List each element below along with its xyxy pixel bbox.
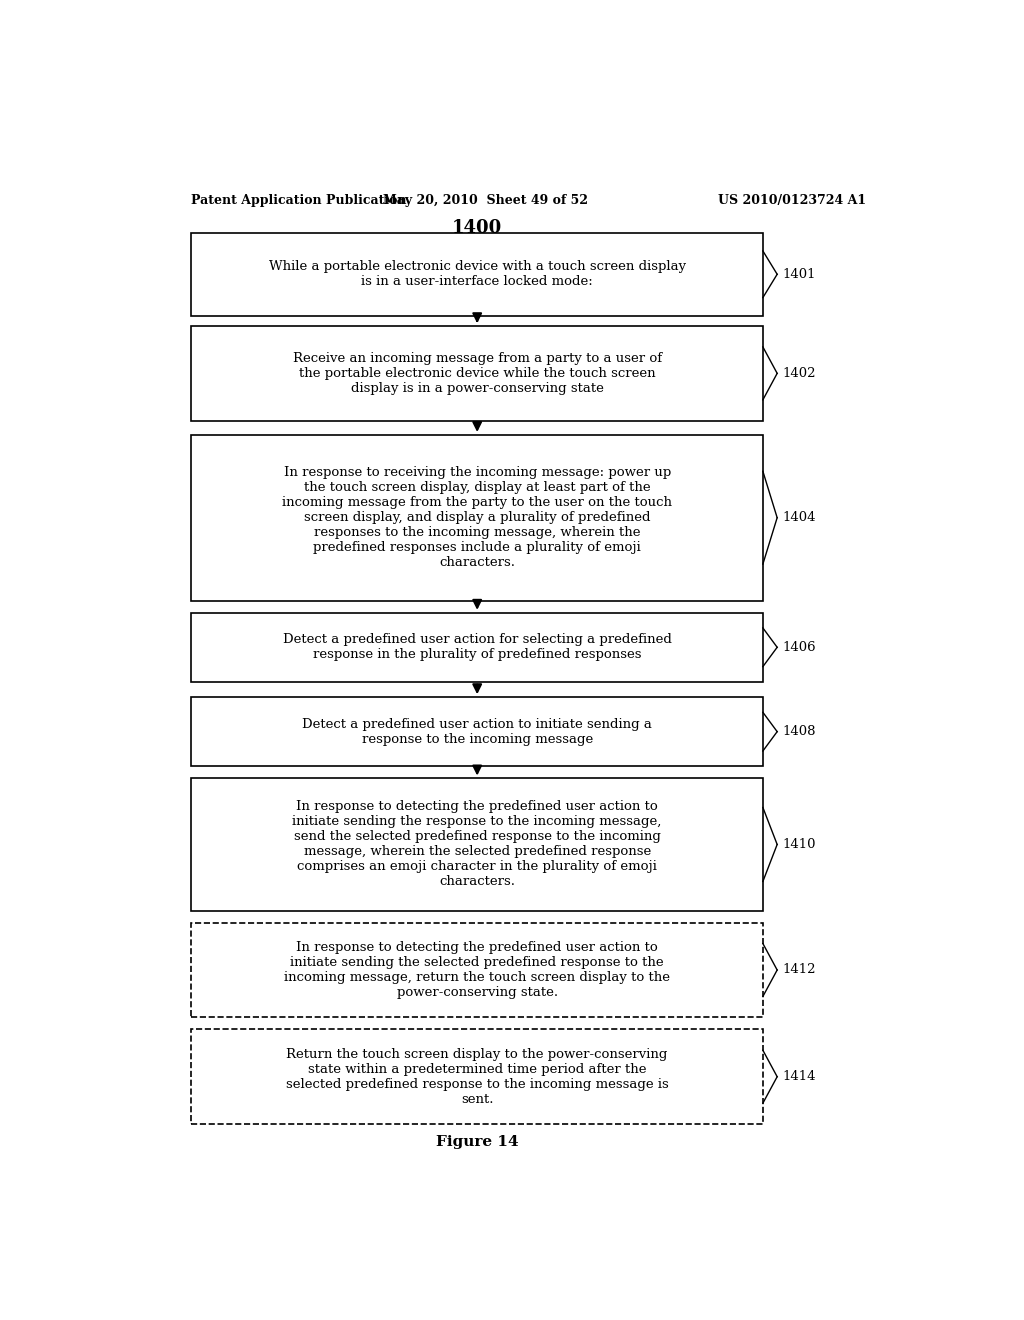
Bar (191, 923, 763, 1018)
Text: Detect a predefined user action to initiate sending a
response to the incoming m: Detect a predefined user action to initi… (302, 718, 652, 746)
Text: Return the touch screen display to the power-conserving
state within a predeterm: Return the touch screen display to the p… (286, 1048, 669, 1106)
Bar (191, 232, 763, 315)
Text: 1410: 1410 (782, 838, 816, 851)
Text: 1406: 1406 (782, 640, 816, 653)
Bar (191, 1030, 763, 1125)
Text: 1408: 1408 (782, 725, 816, 738)
Text: 1414: 1414 (782, 1071, 816, 1084)
Text: Receive an incoming message from a party to a user of
the portable electronic de: Receive an incoming message from a party… (293, 352, 662, 395)
Text: Figure 14: Figure 14 (436, 1135, 518, 1150)
Bar (191, 779, 763, 911)
Text: 1401: 1401 (782, 268, 816, 281)
Bar (191, 326, 763, 421)
Text: 1402: 1402 (782, 367, 816, 380)
Text: 1400: 1400 (452, 219, 503, 238)
Bar (191, 612, 763, 682)
Text: Patent Application Publication: Patent Application Publication (191, 194, 407, 207)
Text: In response to detecting the predefined user action to
initiate sending the resp: In response to detecting the predefined … (293, 800, 662, 888)
Text: 1404: 1404 (782, 511, 816, 524)
Text: In response to receiving the incoming message: power up
the touch screen display: In response to receiving the incoming me… (283, 466, 672, 569)
Bar (191, 697, 763, 766)
Text: 1412: 1412 (782, 964, 816, 977)
Text: May 20, 2010  Sheet 49 of 52: May 20, 2010 Sheet 49 of 52 (383, 194, 588, 207)
Bar (191, 434, 763, 601)
Text: In response to detecting the predefined user action to
initiate sending the sele: In response to detecting the predefined … (285, 941, 670, 999)
Text: US 2010/0123724 A1: US 2010/0123724 A1 (718, 194, 866, 207)
Text: Detect a predefined user action for selecting a predefined
response in the plura: Detect a predefined user action for sele… (283, 634, 672, 661)
Text: While a portable electronic device with a touch screen display
is in a user-inte: While a portable electronic device with … (268, 260, 686, 288)
